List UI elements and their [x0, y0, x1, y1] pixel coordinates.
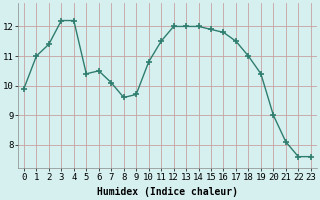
X-axis label: Humidex (Indice chaleur): Humidex (Indice chaleur)	[97, 187, 238, 197]
